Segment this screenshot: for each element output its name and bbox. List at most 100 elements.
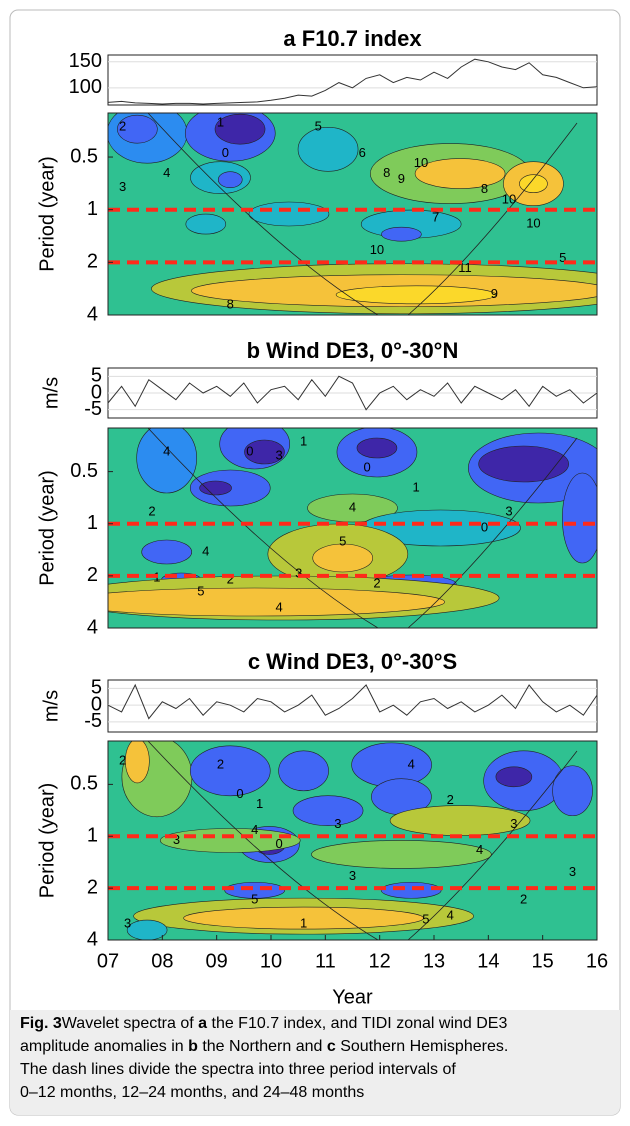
caption-box <box>10 1010 620 1115</box>
contour-label: 10 <box>526 216 540 231</box>
contour-label: 0 <box>236 786 243 801</box>
contour-region <box>214 113 266 145</box>
y-tick-label: 150 <box>69 50 102 72</box>
contour-region <box>562 472 597 564</box>
panel-title: b Wind DE3, 0°-30°N <box>247 338 459 363</box>
panel-title: c Wind DE3, 0°-30°S <box>248 649 457 674</box>
contour-label: 4 <box>408 756 415 771</box>
contour-label: 4 <box>476 842 483 857</box>
caption-line: amplitude anomalies in b the Northern an… <box>20 1038 508 1055</box>
contour-label: 2 <box>148 503 155 518</box>
y-tick-label: 2 <box>87 876 98 898</box>
contour-label: 10 <box>502 191 516 206</box>
y-tick-label: 100 <box>69 76 102 98</box>
contour-region <box>311 840 492 869</box>
contour-label: 1 <box>300 916 307 931</box>
contour-label: 8 <box>383 165 390 180</box>
cone-of-influence <box>147 113 578 315</box>
caption-text: 0–12 months, 12–24 months, and 24–48 mon… <box>20 1084 364 1101</box>
contour-region <box>278 750 329 792</box>
contour-label: 5 <box>197 583 204 598</box>
caption-text: Southern Hemispheres. <box>336 1038 509 1055</box>
contour-label: 5 <box>339 533 346 548</box>
y-tick-label: 1 <box>87 825 98 847</box>
contour-label: 2 <box>119 119 126 134</box>
contour-label: 4 <box>163 165 170 180</box>
contour-label: 4 <box>202 543 209 558</box>
x-tick-label: 10 <box>260 950 282 972</box>
contour-label: 1 <box>300 433 307 448</box>
contour-label: 1 <box>412 479 419 494</box>
y-tick-label: 2 <box>87 564 98 586</box>
y-tick-label: -5 <box>84 710 102 732</box>
y-axis-label: m/s <box>40 377 62 409</box>
y-tick-label: 4 <box>87 928 98 950</box>
x-tick-label: 11 <box>315 950 336 972</box>
contour-label: 0 <box>364 459 371 474</box>
contour-region <box>552 765 593 817</box>
y-axis-label: Period (year) <box>36 156 58 272</box>
contour-label: 3 <box>505 503 512 518</box>
contour-label: 3 <box>510 816 517 831</box>
contour-label: 0 <box>222 145 229 160</box>
y-tick-label: 5 <box>91 365 102 387</box>
contour-region <box>248 201 330 227</box>
contour-label: 4 <box>447 908 454 923</box>
y-tick-label: 0.5 <box>70 145 98 167</box>
caption-text: Wavelet spectra of <box>62 1015 198 1032</box>
contour-label: 2 <box>520 892 527 907</box>
contour-region <box>335 285 497 305</box>
x-tick-label: 07 <box>97 950 119 972</box>
contour-label: 3 <box>295 565 302 580</box>
caption-text: The dash lines divide the spectra into t… <box>20 1061 456 1078</box>
series-frame <box>107 679 598 733</box>
contour-label: 1 <box>256 796 263 811</box>
contour-field: 410234105432103245 <box>108 428 597 628</box>
contour-region <box>495 766 533 788</box>
contour-label: 3 <box>173 832 180 847</box>
caption-text: the Northern and <box>198 1038 327 1055</box>
contour-label: 10 <box>370 242 384 257</box>
caption-label: Fig. 3 <box>20 1015 62 1032</box>
contour-label: 5 <box>422 912 429 927</box>
contour-label: 5 <box>559 250 566 265</box>
contour-region <box>199 480 232 496</box>
spectrum-frame <box>107 112 598 316</box>
caption-text: a <box>198 1015 207 1032</box>
contour-label: 2 <box>373 575 380 590</box>
caption-line: Fig. 3Wavelet spectra of a the F10.7 ind… <box>20 1015 507 1032</box>
caption-text: amplitude anomalies in <box>20 1038 188 1055</box>
y-axis-label: m/s <box>40 690 62 722</box>
contour-region <box>312 543 374 573</box>
spectrum-frame <box>107 740 598 941</box>
contour-region <box>381 226 422 242</box>
contour-region <box>292 795 364 826</box>
y-tick-label: 0.5 <box>70 460 98 482</box>
x-tick-label: 13 <box>423 950 445 972</box>
panel-title: a F10.7 index <box>283 26 422 51</box>
contour-label: 2 <box>119 752 126 767</box>
contour-region <box>414 158 506 189</box>
spectrum-frame <box>107 427 598 629</box>
y-tick-label: 5 <box>91 677 102 699</box>
contour-region <box>478 445 569 483</box>
contour-region <box>183 906 424 930</box>
contour-label: 2 <box>227 571 234 586</box>
y-tick-label: 1 <box>87 512 98 534</box>
x-axis-label: Year <box>332 986 373 1008</box>
contour-label: 1 <box>217 115 224 130</box>
contour-label: 3 <box>119 179 126 194</box>
contour-label: 3 <box>349 868 356 883</box>
x-tick-label: 14 <box>477 950 499 972</box>
contour-label: 4 <box>276 599 283 614</box>
contour-label: 10 <box>414 155 428 170</box>
contour-label: 4 <box>349 499 356 514</box>
contour-region <box>389 805 531 836</box>
series-line <box>107 58 598 105</box>
y-axis-label: Period (year) <box>36 783 58 899</box>
contour-label: 3 <box>334 816 341 831</box>
contour-region <box>136 428 197 494</box>
